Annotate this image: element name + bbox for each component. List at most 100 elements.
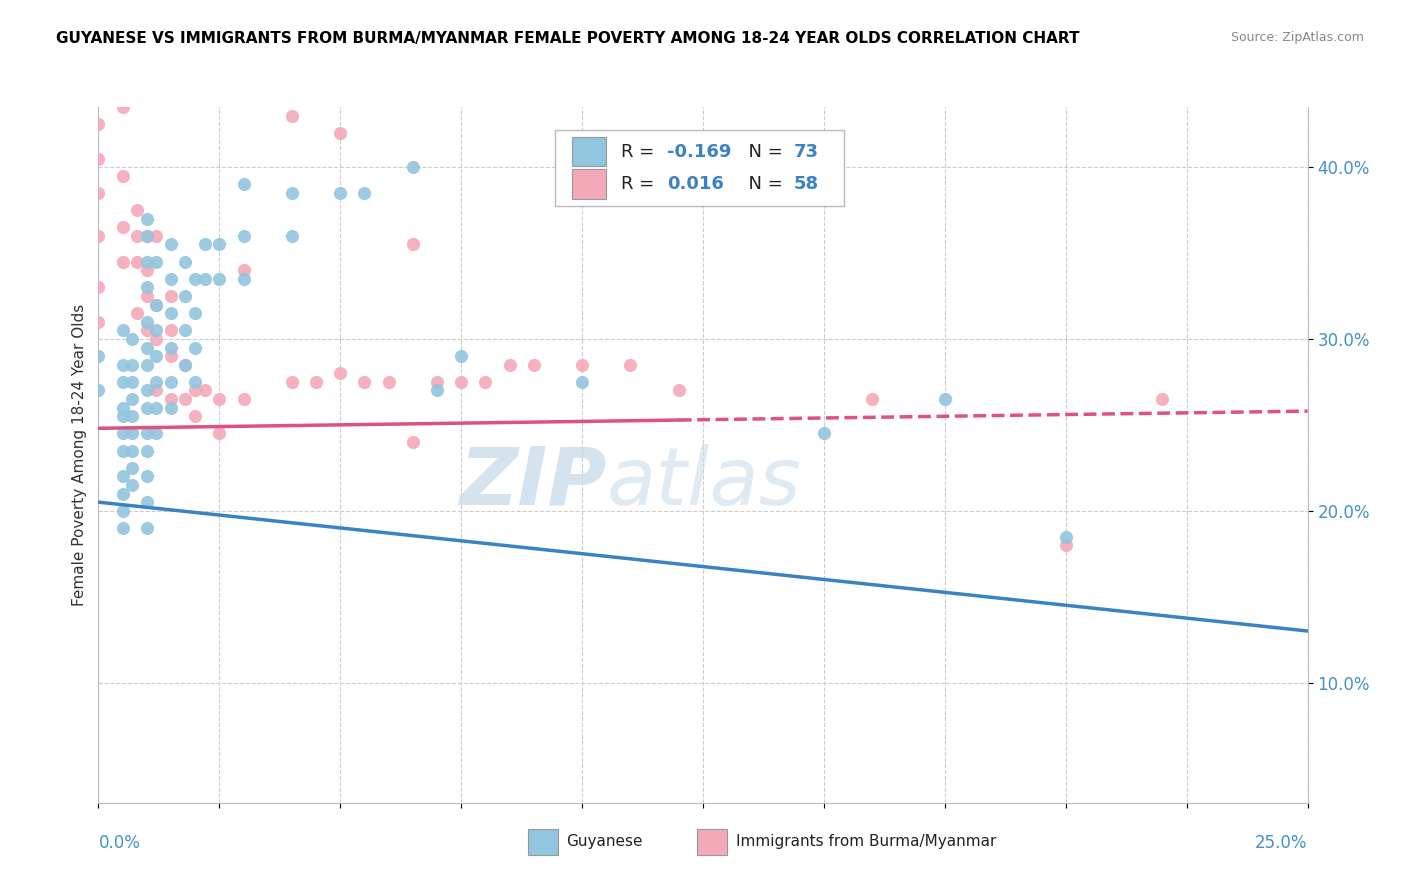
Point xyxy=(135,263,157,277)
Y-axis label: Female Poverty Among 18-24 Year Olds: Female Poverty Among 18-24 Year Olds xyxy=(72,304,87,606)
Point xyxy=(426,384,449,398)
Point xyxy=(127,306,149,320)
Point xyxy=(121,332,143,346)
Point xyxy=(174,358,197,372)
Point xyxy=(121,460,143,475)
Point xyxy=(860,392,883,406)
Text: 0.0%: 0.0% xyxy=(98,834,141,852)
Point xyxy=(87,186,110,200)
Point xyxy=(111,486,134,500)
Point xyxy=(87,280,110,294)
Point xyxy=(135,228,157,243)
Point xyxy=(135,289,157,303)
Point xyxy=(194,237,217,252)
Point xyxy=(121,358,143,372)
Point xyxy=(87,228,110,243)
Text: 0.016: 0.016 xyxy=(666,175,724,193)
Point xyxy=(145,332,167,346)
Point xyxy=(111,169,134,183)
Point xyxy=(121,443,143,458)
Point xyxy=(121,409,143,424)
Text: 25.0%: 25.0% xyxy=(1256,834,1308,852)
Point xyxy=(111,409,134,424)
Point xyxy=(1054,529,1077,543)
Point xyxy=(174,289,197,303)
Point xyxy=(145,401,167,415)
Point xyxy=(184,341,207,355)
Point xyxy=(121,478,143,492)
Point xyxy=(87,152,110,166)
Point xyxy=(160,375,183,389)
Point xyxy=(174,358,197,372)
Point xyxy=(160,237,183,252)
Point xyxy=(571,375,593,389)
Text: 73: 73 xyxy=(794,143,818,161)
Point xyxy=(111,254,134,268)
Point xyxy=(145,384,167,398)
Point xyxy=(111,100,134,114)
Point xyxy=(145,297,167,311)
Point xyxy=(135,521,157,535)
Point xyxy=(619,358,641,372)
Point xyxy=(111,22,134,37)
Point xyxy=(111,323,134,337)
FancyBboxPatch shape xyxy=(572,137,606,167)
Point xyxy=(571,358,593,372)
Text: Guyanese: Guyanese xyxy=(567,834,643,849)
Point xyxy=(174,323,197,337)
Point xyxy=(111,504,134,518)
Point xyxy=(281,375,304,389)
Point xyxy=(121,375,143,389)
Point xyxy=(450,375,472,389)
Point xyxy=(87,117,110,131)
Point xyxy=(111,65,134,79)
Point xyxy=(145,228,167,243)
Point xyxy=(498,358,520,372)
Point xyxy=(135,341,157,355)
Text: Immigrants from Burma/Myanmar: Immigrants from Burma/Myanmar xyxy=(735,834,995,849)
Point xyxy=(160,289,183,303)
Point xyxy=(208,237,231,252)
Point xyxy=(160,341,183,355)
Point xyxy=(208,426,231,441)
Point xyxy=(208,272,231,286)
Point xyxy=(450,349,472,363)
Point xyxy=(402,435,425,450)
Point xyxy=(329,367,352,381)
Point xyxy=(111,469,134,483)
Point xyxy=(353,375,375,389)
Text: R =: R = xyxy=(621,143,659,161)
Text: ZIP: ZIP xyxy=(458,443,606,522)
Point xyxy=(160,349,183,363)
Point xyxy=(184,272,207,286)
Point xyxy=(111,401,134,415)
Point xyxy=(232,392,254,406)
Point xyxy=(353,186,375,200)
Text: -0.169: -0.169 xyxy=(666,143,731,161)
Point xyxy=(474,375,496,389)
Point xyxy=(135,358,157,372)
Point xyxy=(111,40,134,54)
Point xyxy=(1054,538,1077,552)
Text: atlas: atlas xyxy=(606,443,801,522)
Point xyxy=(111,443,134,458)
Point xyxy=(184,384,207,398)
Text: 58: 58 xyxy=(794,175,818,193)
Text: N =: N = xyxy=(737,175,789,193)
Point xyxy=(160,401,183,415)
Text: R =: R = xyxy=(621,175,659,193)
Point xyxy=(934,392,956,406)
FancyBboxPatch shape xyxy=(527,829,558,855)
Point xyxy=(194,272,217,286)
Point xyxy=(111,521,134,535)
Point xyxy=(135,384,157,398)
Point xyxy=(121,426,143,441)
Point xyxy=(121,392,143,406)
Point xyxy=(160,323,183,337)
Point xyxy=(127,254,149,268)
Point xyxy=(194,384,217,398)
Point xyxy=(174,392,197,406)
Point xyxy=(523,358,546,372)
Point xyxy=(402,237,425,252)
Point xyxy=(135,443,157,458)
